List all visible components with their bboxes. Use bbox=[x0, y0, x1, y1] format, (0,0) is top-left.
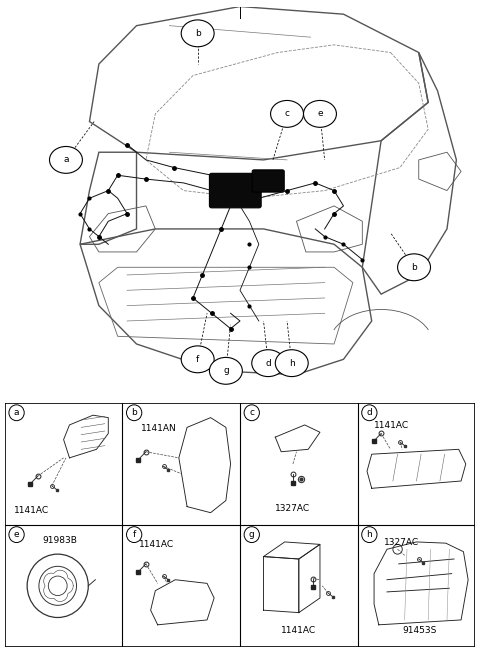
Text: e: e bbox=[14, 530, 19, 539]
Circle shape bbox=[127, 405, 142, 421]
Text: d: d bbox=[367, 408, 372, 417]
Text: f: f bbox=[132, 530, 136, 539]
Text: g: g bbox=[223, 367, 229, 375]
Text: a: a bbox=[63, 155, 69, 164]
Circle shape bbox=[244, 526, 259, 543]
Text: 1141AC: 1141AC bbox=[139, 540, 174, 549]
Text: f: f bbox=[196, 355, 199, 364]
Text: h: h bbox=[367, 530, 372, 539]
Circle shape bbox=[397, 254, 431, 281]
Circle shape bbox=[303, 101, 336, 127]
Circle shape bbox=[271, 101, 303, 127]
Text: g: g bbox=[249, 530, 254, 539]
Circle shape bbox=[275, 350, 308, 376]
Text: c: c bbox=[249, 408, 254, 417]
Text: b: b bbox=[195, 29, 201, 38]
Circle shape bbox=[49, 146, 83, 174]
Text: 1141AN: 1141AN bbox=[141, 424, 177, 434]
Text: h: h bbox=[289, 359, 295, 368]
Circle shape bbox=[244, 405, 259, 421]
Text: 1327AC: 1327AC bbox=[384, 538, 419, 547]
Text: 1141AC: 1141AC bbox=[374, 421, 409, 430]
Text: d: d bbox=[265, 359, 271, 368]
Text: 1141AC: 1141AC bbox=[14, 506, 49, 515]
Circle shape bbox=[127, 526, 142, 543]
Text: b: b bbox=[411, 263, 417, 272]
Text: 91453S: 91453S bbox=[402, 625, 437, 634]
FancyBboxPatch shape bbox=[209, 174, 261, 208]
Text: 1141AC: 1141AC bbox=[281, 625, 316, 634]
Circle shape bbox=[362, 526, 377, 543]
Text: b: b bbox=[132, 408, 137, 417]
FancyBboxPatch shape bbox=[252, 170, 284, 192]
Text: 91983B: 91983B bbox=[42, 536, 77, 545]
Text: c: c bbox=[285, 109, 289, 118]
Text: e: e bbox=[317, 109, 323, 118]
Circle shape bbox=[9, 405, 24, 421]
Text: a: a bbox=[14, 408, 19, 417]
Circle shape bbox=[181, 20, 214, 47]
Circle shape bbox=[209, 358, 242, 384]
Circle shape bbox=[181, 346, 214, 372]
Circle shape bbox=[9, 526, 24, 543]
Text: 1327AC: 1327AC bbox=[275, 504, 311, 513]
Circle shape bbox=[362, 405, 377, 421]
Circle shape bbox=[252, 350, 285, 376]
